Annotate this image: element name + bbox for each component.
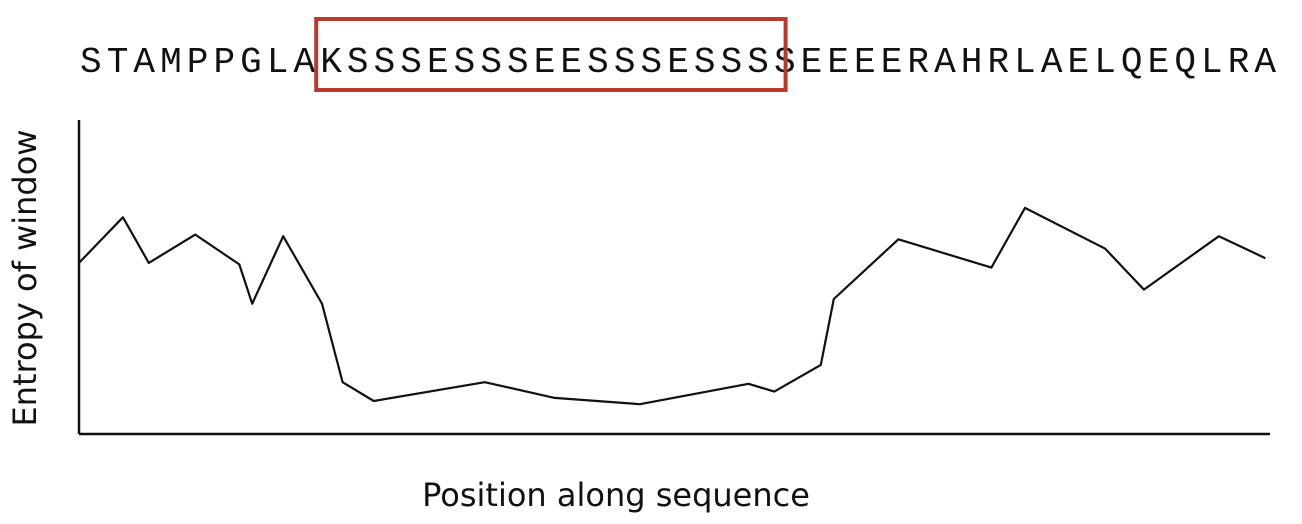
plot-area [78,206,1266,406]
entropy-series-line [78,206,1266,406]
x-axis-label: Position along sequence [422,476,810,514]
y-axis-label: Entropy of window [6,130,44,427]
protein-sequence: STAMPPGLAKSSSESSSEESSSESSSSEEEERAHRLAELQ… [80,42,1276,83]
highlighted-region-box [314,17,788,92]
